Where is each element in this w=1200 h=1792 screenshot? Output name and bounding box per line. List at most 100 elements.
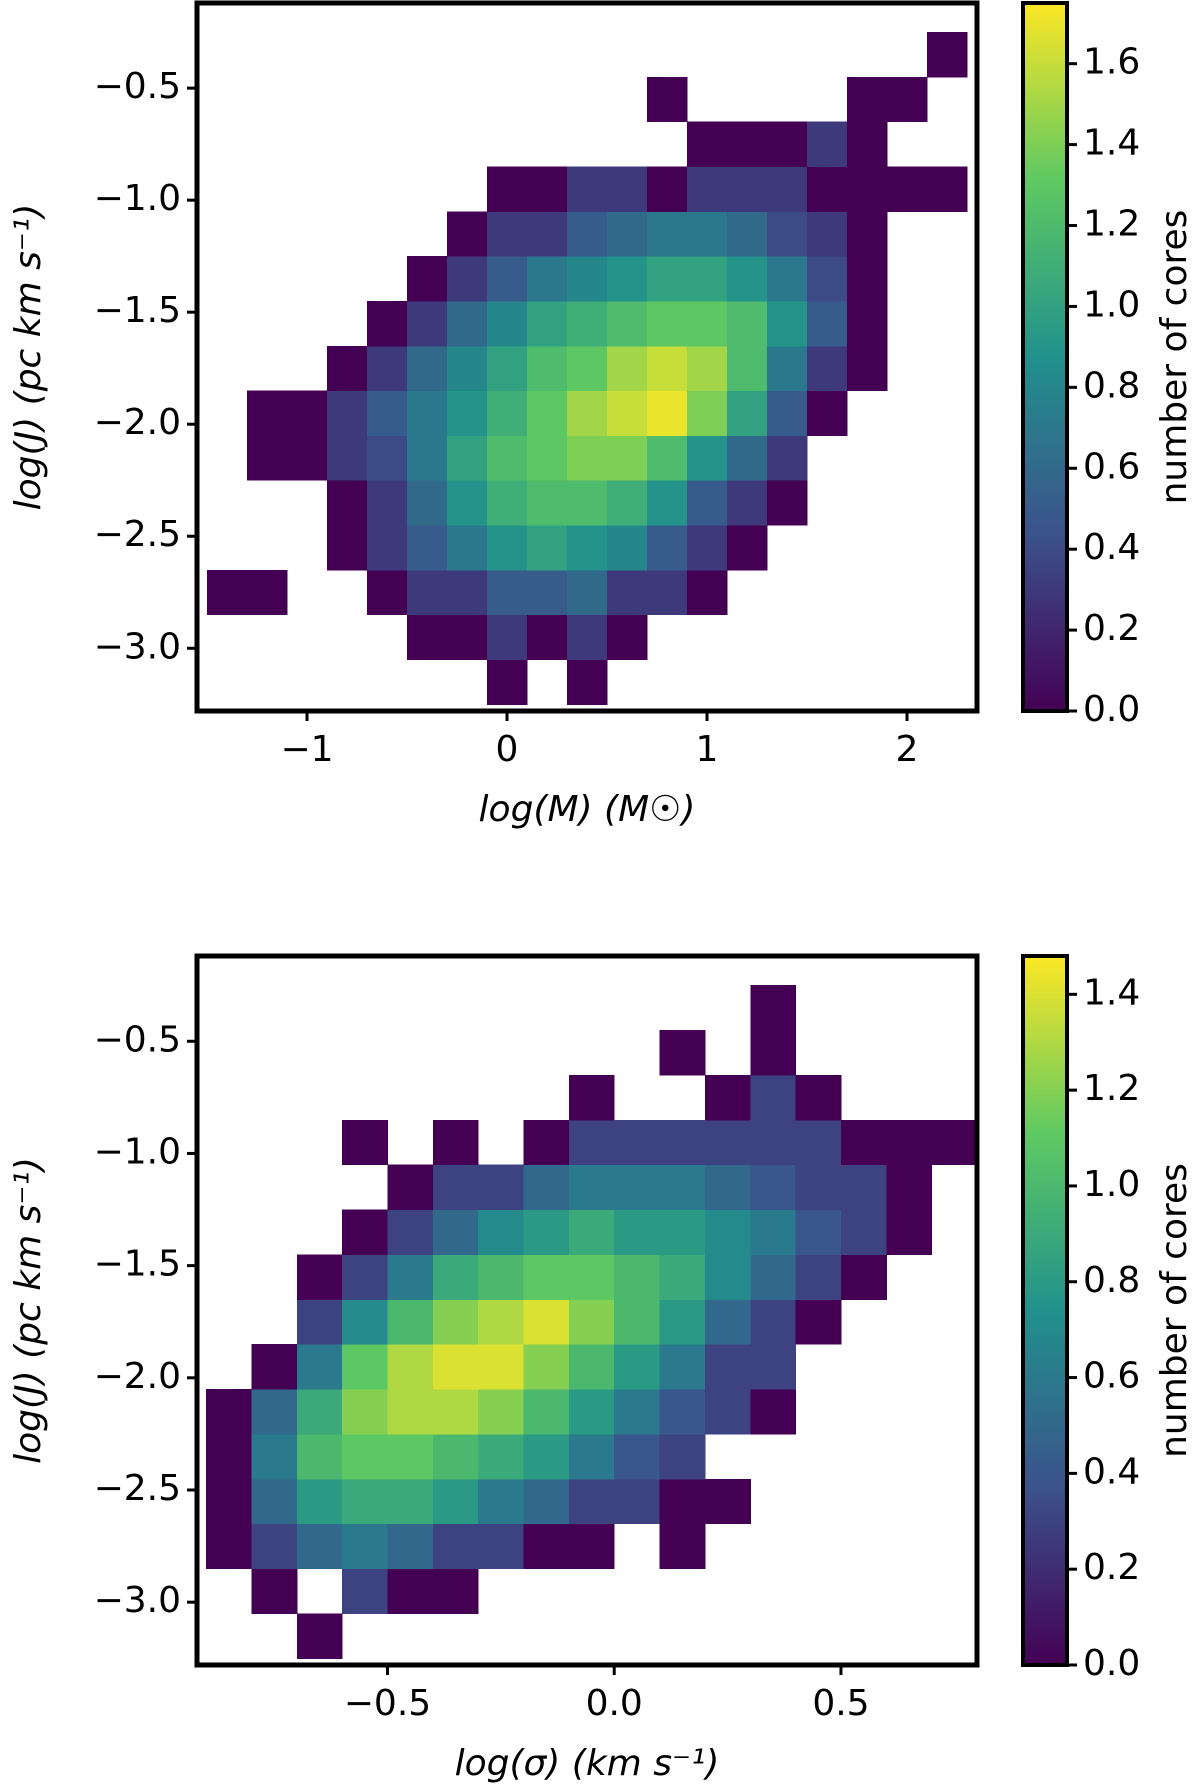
- cell: [327, 525, 368, 571]
- cell: [659, 1478, 706, 1525]
- cell: [206, 1478, 252, 1525]
- cell: [704, 1389, 751, 1435]
- cell: [795, 1074, 842, 1121]
- cell: [367, 525, 408, 571]
- cell: [447, 211, 488, 257]
- cell: [478, 1344, 525, 1390]
- cell: [767, 166, 808, 212]
- cell: [387, 1568, 434, 1614]
- y-tick-label: −2.0: [94, 402, 181, 443]
- cell: [807, 166, 848, 212]
- cell: [614, 1299, 661, 1345]
- cell: [247, 569, 288, 616]
- cell: [387, 1523, 434, 1570]
- cell: [607, 569, 648, 616]
- colorbar-tick-label: 0.4: [1083, 1451, 1140, 1492]
- cell: [523, 1119, 570, 1166]
- cell: [659, 1299, 706, 1345]
- cell: [567, 569, 608, 616]
- cell: [807, 345, 848, 392]
- cell: [807, 300, 848, 347]
- cell: [342, 1523, 388, 1570]
- cell: [795, 1164, 842, 1211]
- cell: [407, 569, 448, 616]
- cell: [447, 569, 488, 616]
- cell: [704, 1164, 751, 1211]
- colorbar-tick-label: 1.0: [1083, 284, 1140, 325]
- colorbar-tick-label: 0.4: [1083, 527, 1140, 568]
- colorbar-tick-label: 0.0: [1083, 1643, 1140, 1684]
- cell: [478, 1478, 525, 1525]
- cell: [487, 435, 528, 481]
- cell: [287, 390, 328, 436]
- cell: [527, 390, 568, 436]
- cell: [614, 1119, 661, 1166]
- cell: [367, 300, 408, 347]
- cell: [447, 525, 488, 571]
- cell: [840, 1209, 887, 1255]
- cell: [487, 614, 528, 660]
- cell: [527, 480, 568, 526]
- cell: [523, 1433, 570, 1480]
- cell: [478, 1389, 525, 1435]
- cell: [432, 1209, 479, 1255]
- cell: [886, 1119, 933, 1166]
- y-tick-label: −1.5: [94, 1244, 181, 1285]
- cell: [750, 1209, 797, 1255]
- cell: [342, 1568, 388, 1614]
- cell: [568, 1119, 615, 1166]
- cell: [727, 480, 768, 526]
- cell: [327, 435, 368, 481]
- cell: [847, 256, 888, 302]
- cell: [432, 1523, 479, 1570]
- cell: [207, 569, 248, 616]
- x-tick-label: 1: [696, 729, 719, 770]
- cell: [367, 569, 408, 616]
- cell: [567, 166, 608, 212]
- cell: [387, 1164, 434, 1211]
- y-axis-label: log(J) (pc km s⁻¹): [8, 204, 49, 511]
- cell: [607, 256, 648, 302]
- cell: [727, 435, 768, 481]
- cell: [206, 1433, 252, 1480]
- cell: [687, 256, 728, 302]
- cell: [887, 76, 928, 123]
- cell: [487, 659, 528, 705]
- cell: [750, 1030, 797, 1076]
- cell: [607, 435, 648, 481]
- cell: [614, 1389, 661, 1435]
- cell: [342, 1299, 388, 1345]
- panel: −0.5 0.0 0.5 −3.0 −2.5 −2.0 −1.5 −1.0 −0.5 log(σ)…: [8, 953, 1195, 1784]
- cell: [687, 390, 728, 436]
- cell: [447, 256, 488, 302]
- cell: [251, 1389, 298, 1435]
- cell: [342, 1119, 388, 1166]
- cell: [527, 166, 568, 212]
- cell: [527, 211, 568, 257]
- cell: [687, 525, 728, 571]
- cell: [432, 1478, 479, 1525]
- colorbar-tick-label: 1.6: [1083, 42, 1140, 83]
- colorbar-tick-label: 1.2: [1083, 204, 1140, 245]
- cell: [478, 1433, 525, 1480]
- cell: [647, 256, 688, 302]
- colorbar-tick-label: 1.2: [1083, 1068, 1140, 1109]
- cell: [487, 211, 528, 257]
- y-tick-label: −1.0: [94, 178, 181, 219]
- cell: [527, 435, 568, 481]
- cell: [687, 569, 728, 616]
- cell: [432, 1389, 479, 1435]
- cell: [387, 1209, 434, 1255]
- cell: [607, 390, 648, 436]
- cell: [568, 1523, 615, 1570]
- cell: [647, 211, 688, 257]
- cell: [327, 390, 368, 436]
- colorbar-tick-label: 0.2: [1083, 608, 1140, 649]
- cell: [795, 1209, 842, 1255]
- cell: [750, 1389, 797, 1435]
- cell: [407, 390, 448, 436]
- cell: [367, 390, 408, 436]
- panel: −1 0 1 2 −3.0 −2.5 −2.0 −1.5 −1.0 −0.5 log(M) (M☉)…: [8, 0, 1195, 830]
- cell: [487, 345, 528, 392]
